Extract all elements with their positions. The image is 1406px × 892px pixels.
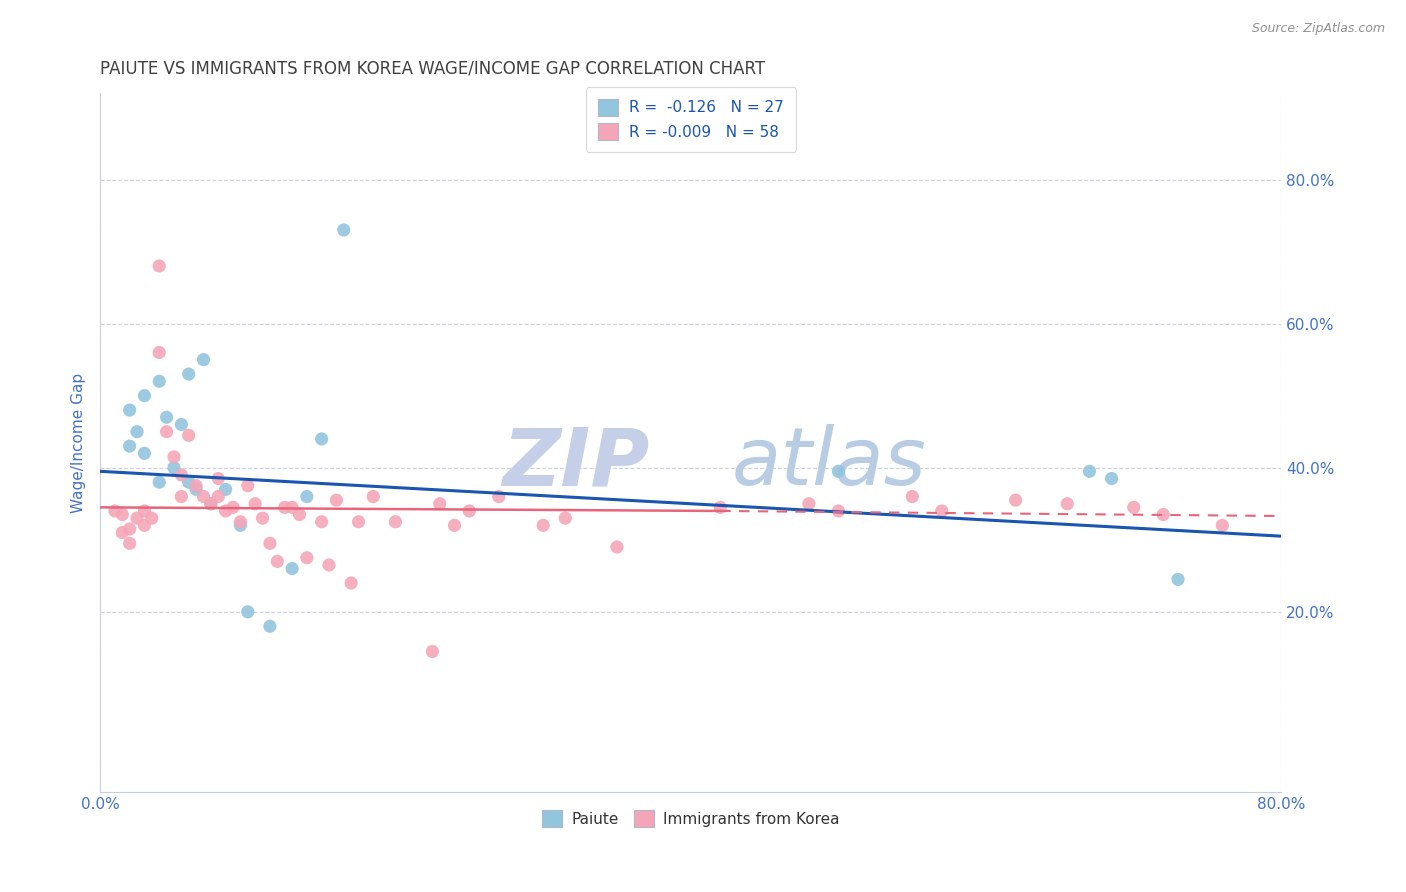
Point <box>207 471 229 485</box>
Point <box>118 439 141 453</box>
Point <box>827 504 849 518</box>
Text: Source: ZipAtlas.com: Source: ZipAtlas.com <box>1251 22 1385 36</box>
Point <box>222 500 245 515</box>
Point <box>134 518 156 533</box>
Point <box>1167 573 1189 587</box>
Point <box>104 504 127 518</box>
Point <box>458 504 481 518</box>
Point <box>311 515 333 529</box>
Point <box>325 493 347 508</box>
Point <box>488 490 510 504</box>
Point <box>1122 500 1144 515</box>
Point <box>384 515 406 529</box>
Point <box>155 410 177 425</box>
Point <box>148 374 170 388</box>
Point <box>252 511 274 525</box>
Point <box>229 515 252 529</box>
Point <box>554 511 576 525</box>
Point <box>200 497 222 511</box>
Point <box>259 536 281 550</box>
Point <box>214 483 236 497</box>
Point <box>125 511 148 525</box>
Point <box>170 417 193 432</box>
Point <box>318 558 340 572</box>
Point <box>295 490 318 504</box>
Point <box>901 490 924 504</box>
Point <box>340 576 363 591</box>
Point <box>1078 464 1101 478</box>
Point <box>200 497 222 511</box>
Point <box>170 490 193 504</box>
Point <box>118 522 141 536</box>
Point <box>177 367 200 381</box>
Point <box>229 518 252 533</box>
Legend: Paiute, Immigrants from Korea: Paiute, Immigrants from Korea <box>536 805 845 833</box>
Point <box>184 483 207 497</box>
Point <box>363 490 385 504</box>
Point <box>141 511 163 525</box>
Point <box>827 464 849 478</box>
Point <box>163 450 186 464</box>
Point <box>111 525 134 540</box>
Point <box>236 605 259 619</box>
Point <box>184 479 207 493</box>
Point <box>155 425 177 439</box>
Point <box>1056 497 1078 511</box>
Point <box>148 345 170 359</box>
Point <box>332 223 354 237</box>
Point <box>170 467 193 482</box>
Point <box>125 425 148 439</box>
Point <box>148 259 170 273</box>
Point <box>347 515 370 529</box>
Point <box>214 504 236 518</box>
Point <box>243 497 266 511</box>
Point <box>288 508 311 522</box>
Point <box>148 475 170 490</box>
Text: atlas: atlas <box>733 425 927 502</box>
Point <box>606 540 628 554</box>
Point <box>281 561 304 575</box>
Point <box>1152 508 1174 522</box>
Point <box>193 352 215 367</box>
Point <box>266 554 288 568</box>
Point <box>443 518 465 533</box>
Text: ZIP: ZIP <box>502 425 650 502</box>
Y-axis label: Wage/Income Gap: Wage/Income Gap <box>72 373 86 513</box>
Point <box>1004 493 1026 508</box>
Point <box>177 475 200 490</box>
Point <box>134 446 156 460</box>
Point <box>1101 471 1123 485</box>
Point <box>236 479 259 493</box>
Point <box>207 490 229 504</box>
Point <box>118 403 141 417</box>
Point <box>931 504 953 518</box>
Point <box>118 536 141 550</box>
Point <box>177 428 200 442</box>
Point <box>531 518 554 533</box>
Point <box>193 490 215 504</box>
Point <box>273 500 295 515</box>
Text: PAIUTE VS IMMIGRANTS FROM KOREA WAGE/INCOME GAP CORRELATION CHART: PAIUTE VS IMMIGRANTS FROM KOREA WAGE/INC… <box>100 60 765 78</box>
Point <box>281 500 304 515</box>
Point <box>429 497 451 511</box>
Point <box>311 432 333 446</box>
Point <box>111 508 134 522</box>
Point <box>709 500 731 515</box>
Point <box>422 644 444 658</box>
Point <box>1211 518 1233 533</box>
Point <box>797 497 820 511</box>
Point <box>134 504 156 518</box>
Point <box>163 460 186 475</box>
Point <box>295 550 318 565</box>
Point <box>134 389 156 403</box>
Point <box>259 619 281 633</box>
